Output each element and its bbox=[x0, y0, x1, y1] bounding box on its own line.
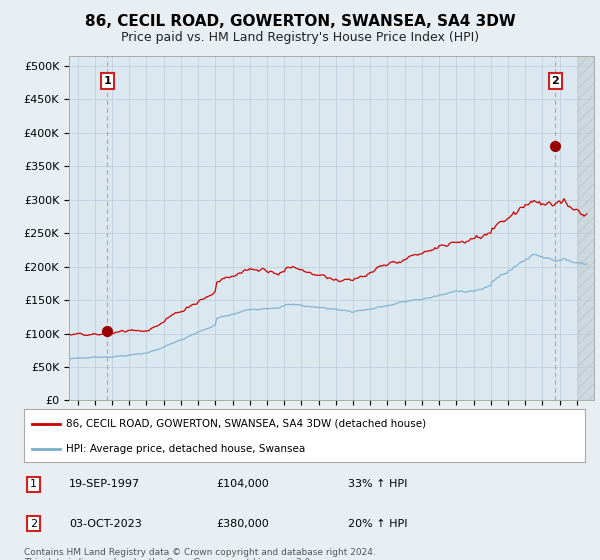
Text: 86, CECIL ROAD, GOWERTON, SWANSEA, SA4 3DW: 86, CECIL ROAD, GOWERTON, SWANSEA, SA4 3… bbox=[85, 14, 515, 29]
Bar bbox=[578, 56, 600, 400]
Text: 86, CECIL ROAD, GOWERTON, SWANSEA, SA4 3DW (detached house): 86, CECIL ROAD, GOWERTON, SWANSEA, SA4 3… bbox=[66, 419, 426, 429]
Text: 1: 1 bbox=[103, 76, 111, 86]
Text: £104,000: £104,000 bbox=[216, 479, 269, 489]
Text: 03-OCT-2023: 03-OCT-2023 bbox=[69, 519, 142, 529]
Text: 20% ↑ HPI: 20% ↑ HPI bbox=[348, 519, 407, 529]
Text: 2: 2 bbox=[30, 519, 37, 529]
Text: 19-SEP-1997: 19-SEP-1997 bbox=[69, 479, 140, 489]
Text: 33% ↑ HPI: 33% ↑ HPI bbox=[348, 479, 407, 489]
Text: HPI: Average price, detached house, Swansea: HPI: Average price, detached house, Swan… bbox=[66, 444, 305, 454]
Text: Price paid vs. HM Land Registry's House Price Index (HPI): Price paid vs. HM Land Registry's House … bbox=[121, 31, 479, 44]
Text: Contains HM Land Registry data © Crown copyright and database right 2024.
This d: Contains HM Land Registry data © Crown c… bbox=[24, 548, 376, 560]
Text: 2: 2 bbox=[551, 76, 559, 86]
Text: £380,000: £380,000 bbox=[216, 519, 269, 529]
Text: 1: 1 bbox=[30, 479, 37, 489]
